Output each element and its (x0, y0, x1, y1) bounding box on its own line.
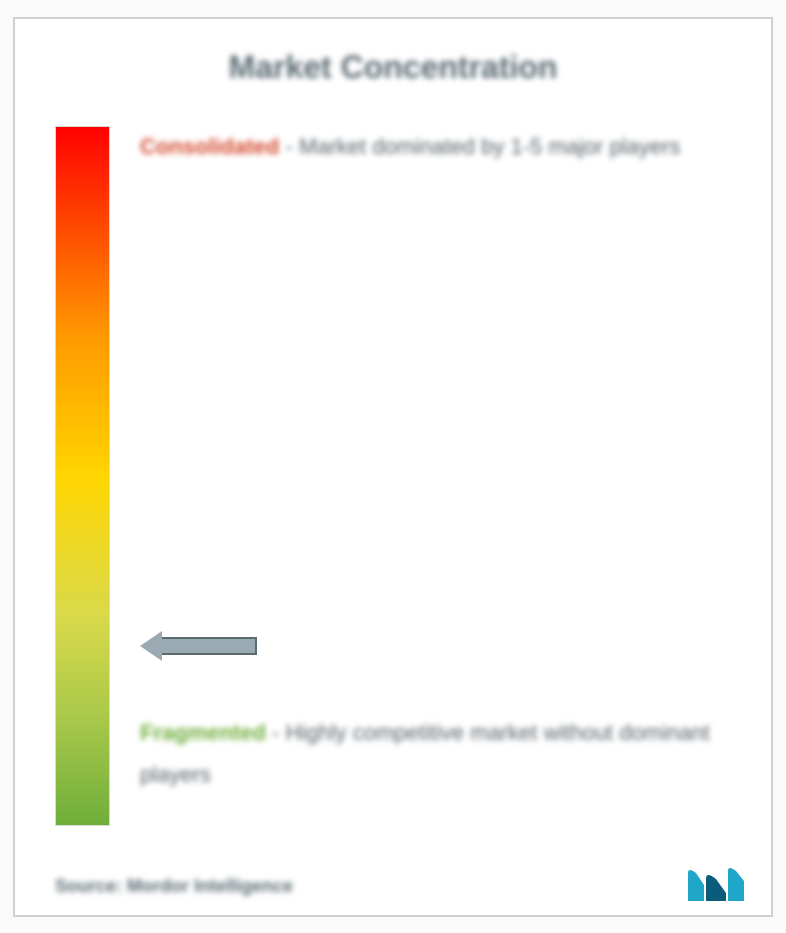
source-attribution: Source: Mordor Intelligence (55, 876, 293, 897)
brand-logo-icon (686, 865, 746, 903)
consolidated-label: Consolidated (140, 134, 279, 159)
chart-card: Market Concentration Consolidated - Mark… (13, 17, 773, 917)
position-indicator-arrow (140, 631, 257, 661)
fragmented-description: Fragmented - Highly competitive market w… (140, 712, 721, 796)
chart-title: Market Concentration (55, 49, 731, 86)
consolidated-text: - Market dominated by 1-5 major players (285, 134, 680, 159)
concentration-gradient-bar (55, 126, 110, 826)
consolidated-description: Consolidated - Market dominated by 1-5 m… (140, 126, 721, 168)
description-area: Consolidated - Market dominated by 1-5 m… (140, 126, 731, 826)
chart-content: Consolidated - Market dominated by 1-5 m… (55, 126, 731, 826)
arrow-body (162, 637, 257, 655)
fragmented-label: Fragmented (140, 720, 266, 745)
arrow-head-icon (140, 631, 162, 661)
